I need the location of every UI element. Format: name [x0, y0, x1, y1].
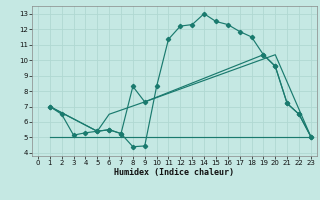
X-axis label: Humidex (Indice chaleur): Humidex (Indice chaleur) — [115, 168, 234, 177]
